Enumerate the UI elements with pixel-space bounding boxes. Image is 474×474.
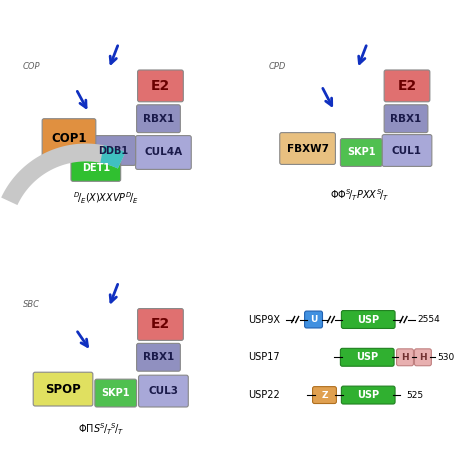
Text: RBX1: RBX1: [143, 114, 174, 124]
FancyBboxPatch shape: [414, 349, 431, 366]
Text: SBC: SBC: [23, 300, 40, 309]
FancyBboxPatch shape: [340, 138, 382, 166]
FancyBboxPatch shape: [42, 118, 96, 158]
Text: USP: USP: [356, 352, 378, 362]
Text: RBX1: RBX1: [391, 114, 422, 124]
Text: CUL3: CUL3: [148, 386, 178, 396]
Text: SKP1: SKP1: [101, 388, 130, 398]
FancyBboxPatch shape: [137, 70, 183, 102]
Text: Z: Z: [321, 391, 328, 400]
FancyBboxPatch shape: [95, 379, 137, 407]
Text: CUL4A: CUL4A: [145, 147, 182, 157]
FancyBboxPatch shape: [137, 343, 180, 371]
Text: H: H: [419, 353, 427, 362]
Text: E2: E2: [151, 79, 170, 93]
FancyBboxPatch shape: [341, 310, 395, 328]
Text: DDB1: DDB1: [98, 146, 128, 155]
FancyBboxPatch shape: [90, 136, 136, 165]
Text: CPD: CPD: [269, 62, 286, 71]
FancyBboxPatch shape: [137, 105, 180, 133]
FancyBboxPatch shape: [136, 136, 191, 169]
Text: E2: E2: [397, 79, 417, 93]
Text: SPOP: SPOP: [45, 383, 81, 396]
FancyBboxPatch shape: [341, 386, 395, 404]
Text: $\Phi\Pi S^{S}\!/_{T}{}^{S}\!/_{T}$: $\Phi\Pi S^{S}\!/_{T}{}^{S}\!/_{T}$: [78, 421, 124, 437]
Text: COP: COP: [22, 62, 40, 71]
Text: $^{D}\!/_{E}(X)XXVP^{D}\!/_{E}$: $^{D}\!/_{E}(X)XXVP^{D}\!/_{E}$: [73, 191, 139, 206]
Text: 530: 530: [437, 353, 454, 362]
Text: H: H: [401, 353, 409, 362]
FancyBboxPatch shape: [382, 135, 432, 166]
Text: U: U: [310, 315, 317, 324]
FancyBboxPatch shape: [305, 311, 322, 328]
Text: USP17: USP17: [248, 352, 280, 362]
FancyBboxPatch shape: [384, 105, 428, 133]
Polygon shape: [1, 144, 126, 205]
FancyBboxPatch shape: [33, 372, 93, 406]
FancyBboxPatch shape: [397, 349, 413, 366]
Text: 2554: 2554: [417, 315, 440, 324]
Text: RBX1: RBX1: [143, 352, 174, 362]
Text: FBXW7: FBXW7: [287, 144, 328, 154]
Text: DET1: DET1: [82, 164, 110, 173]
Text: USP22: USP22: [248, 390, 280, 400]
FancyBboxPatch shape: [340, 348, 394, 366]
FancyBboxPatch shape: [71, 155, 121, 182]
FancyBboxPatch shape: [280, 133, 336, 164]
Text: USP: USP: [357, 390, 379, 400]
FancyBboxPatch shape: [137, 309, 183, 340]
Text: COP1: COP1: [51, 132, 87, 145]
FancyBboxPatch shape: [312, 387, 337, 403]
Text: CUL1: CUL1: [392, 146, 422, 155]
Text: E2: E2: [151, 318, 170, 331]
Text: $\Phi\Phi^{S}\!/_{T}PXX^{S}\!/_{T}$: $\Phi\Phi^{S}\!/_{T}PXX^{S}\!/_{T}$: [329, 187, 389, 203]
FancyBboxPatch shape: [384, 70, 430, 102]
Polygon shape: [100, 145, 126, 169]
FancyBboxPatch shape: [138, 375, 188, 407]
Text: SKP1: SKP1: [347, 147, 375, 157]
Text: 525: 525: [406, 391, 423, 400]
Text: USP9X: USP9X: [248, 315, 280, 325]
Text: USP: USP: [357, 315, 379, 325]
